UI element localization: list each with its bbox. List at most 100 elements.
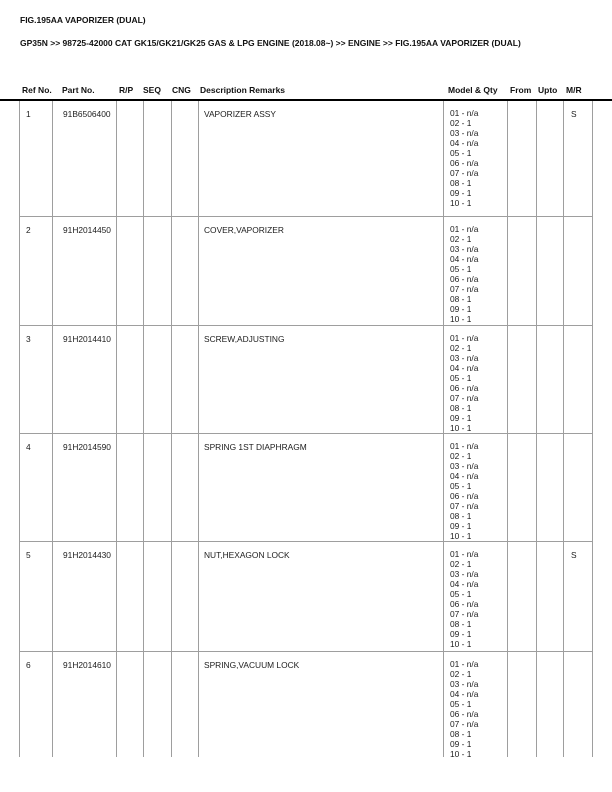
- part-no-cell: 91B6506400: [52, 101, 116, 216]
- model-qty-line: 05 - 1: [450, 699, 472, 709]
- cng-cell: [171, 541, 198, 651]
- model-qty-line: 03 - n/a: [450, 353, 479, 363]
- model-qty-line: 08 - 1: [450, 619, 472, 629]
- from-cell: [507, 541, 536, 651]
- mr-cell: [563, 433, 593, 541]
- cng-cell: [171, 101, 198, 216]
- model-qty-line: 10 - 1: [450, 749, 472, 757]
- model-qty-cell: 01 - n/a 02 - 1 03 - n/a 04 - n/a 05 - 1 06 -…: [443, 651, 507, 757]
- seq-cell: [143, 651, 171, 757]
- description-cell: VAPORIZER ASSY: [198, 101, 443, 216]
- from-cell: [507, 325, 536, 433]
- cng-cell: [171, 433, 198, 541]
- from-cell: [507, 651, 536, 757]
- model-qty-line: 06 - n/a: [450, 491, 479, 501]
- column-header-cng: CNG: [172, 85, 191, 95]
- model-qty-line: 08 - 1: [450, 403, 472, 413]
- part-no-cell: 91H2014410: [52, 325, 116, 433]
- column-header-from: From: [510, 85, 532, 95]
- model-qty-line: 01 - n/a: [450, 659, 479, 669]
- from-cell: [507, 433, 536, 541]
- rp-cell: [116, 433, 143, 541]
- cng-cell: [171, 651, 198, 757]
- model-qty-line: 02 - 1: [450, 118, 472, 128]
- upto-cell: [536, 433, 563, 541]
- rp-cell: [116, 325, 143, 433]
- column-header-part-no: Part No.: [62, 85, 95, 95]
- column-header-description: Description Remarks: [200, 85, 286, 95]
- model-qty-cell: 01 - n/a 02 - 1 03 - n/a 04 - n/a 05 - 1 06 -…: [443, 433, 507, 541]
- seq-cell: [143, 216, 171, 325]
- upto-cell: [536, 541, 563, 651]
- model-qty-line: 03 - n/a: [450, 569, 479, 579]
- model-qty-line: 09 - 1: [450, 739, 472, 749]
- model-qty-cell: 01 - n/a 02 - 1 03 - n/a 04 - n/a 05 - 1 06 -…: [443, 325, 507, 433]
- part-no-cell: 91H2014590: [52, 433, 116, 541]
- model-qty-cell: 01 - n/a 02 - 1 03 - n/a 04 - n/a 05 - 1 06 -…: [443, 541, 507, 651]
- rp-cell: [116, 651, 143, 757]
- seq-cell: [143, 541, 171, 651]
- model-qty-line: 03 - n/a: [450, 461, 479, 471]
- from-cell: [507, 216, 536, 325]
- model-qty-line: 01 - n/a: [450, 224, 479, 234]
- model-qty-line: 10 - 1: [450, 423, 472, 433]
- model-qty-line: 07 - n/a: [450, 393, 479, 403]
- mr-cell: [563, 325, 593, 433]
- from-cell: [507, 101, 536, 216]
- model-qty-line: 07 - n/a: [450, 501, 479, 511]
- model-qty-line: 05 - 1: [450, 481, 472, 491]
- column-header-ref-no: Ref No.: [22, 85, 52, 95]
- model-qty-line: 07 - n/a: [450, 284, 479, 294]
- seq-cell: [143, 101, 171, 216]
- rp-cell: [116, 541, 143, 651]
- rp-cell: [116, 101, 143, 216]
- model-qty-line: 10 - 1: [450, 531, 472, 541]
- model-qty-cell: 01 - n/a 02 - 1 03 - n/a 04 - n/a 05 - 1 06 -…: [443, 101, 507, 216]
- model-qty-line: 01 - n/a: [450, 108, 479, 118]
- model-qty-line: 02 - 1: [450, 451, 472, 461]
- parts-table-body: 1 91B6506400 VAPORIZER ASSY 01 - n/a 02 -…: [19, 101, 593, 757]
- model-qty-line: 03 - n/a: [450, 244, 479, 254]
- model-qty-line: 01 - n/a: [450, 549, 479, 559]
- part-no-cell: 91H2014430: [52, 541, 116, 651]
- column-header-model-qty: Model & Qty: [448, 85, 498, 95]
- model-qty-line: 10 - 1: [450, 198, 472, 208]
- model-qty-line: 08 - 1: [450, 178, 472, 188]
- model-qty-line: 06 - n/a: [450, 274, 479, 284]
- model-qty-line: 01 - n/a: [450, 333, 479, 343]
- page-title: FIG.195AA VAPORIZER (DUAL): [20, 15, 146, 25]
- ref-no-cell: 1: [19, 101, 52, 216]
- column-header-upto: Upto: [538, 85, 558, 95]
- table-header: Ref No. Part No. R/P SEQ CNG Description…: [0, 85, 612, 97]
- upto-cell: [536, 101, 563, 216]
- description-cell: COVER,VAPORIZER: [198, 216, 443, 325]
- model-qty-line: 09 - 1: [450, 629, 472, 639]
- model-qty-line: 09 - 1: [450, 413, 472, 423]
- model-qty-line: 05 - 1: [450, 148, 472, 158]
- cng-cell: [171, 216, 198, 325]
- mr-cell: [563, 216, 593, 325]
- upto-cell: [536, 216, 563, 325]
- upto-cell: [536, 325, 563, 433]
- model-qty-line: 04 - n/a: [450, 363, 479, 373]
- model-qty-line: 02 - 1: [450, 343, 472, 353]
- model-qty-line: 04 - n/a: [450, 689, 479, 699]
- column-header-rp: R/P: [119, 85, 134, 95]
- model-qty-line: 07 - n/a: [450, 168, 479, 178]
- model-qty-line: 03 - n/a: [450, 679, 479, 689]
- ref-no-cell: 4: [19, 433, 52, 541]
- model-qty-line: 06 - n/a: [450, 709, 479, 719]
- model-qty-line: 01 - n/a: [450, 441, 479, 451]
- header-divider: [0, 99, 612, 101]
- model-qty-line: 10 - 1: [450, 639, 472, 649]
- model-qty-line: 08 - 1: [450, 511, 472, 521]
- model-qty-line: 08 - 1: [450, 294, 472, 304]
- ref-no-cell: 3: [19, 325, 52, 433]
- rp-cell: [116, 216, 143, 325]
- part-no-cell: 91H2014450: [52, 216, 116, 325]
- ref-no-cell: 6: [19, 651, 52, 757]
- mr-cell: S: [563, 101, 593, 216]
- description-cell: SPRING 1ST DIAPHRAGM: [198, 433, 443, 541]
- part-no-cell: 91H2014610: [52, 651, 116, 757]
